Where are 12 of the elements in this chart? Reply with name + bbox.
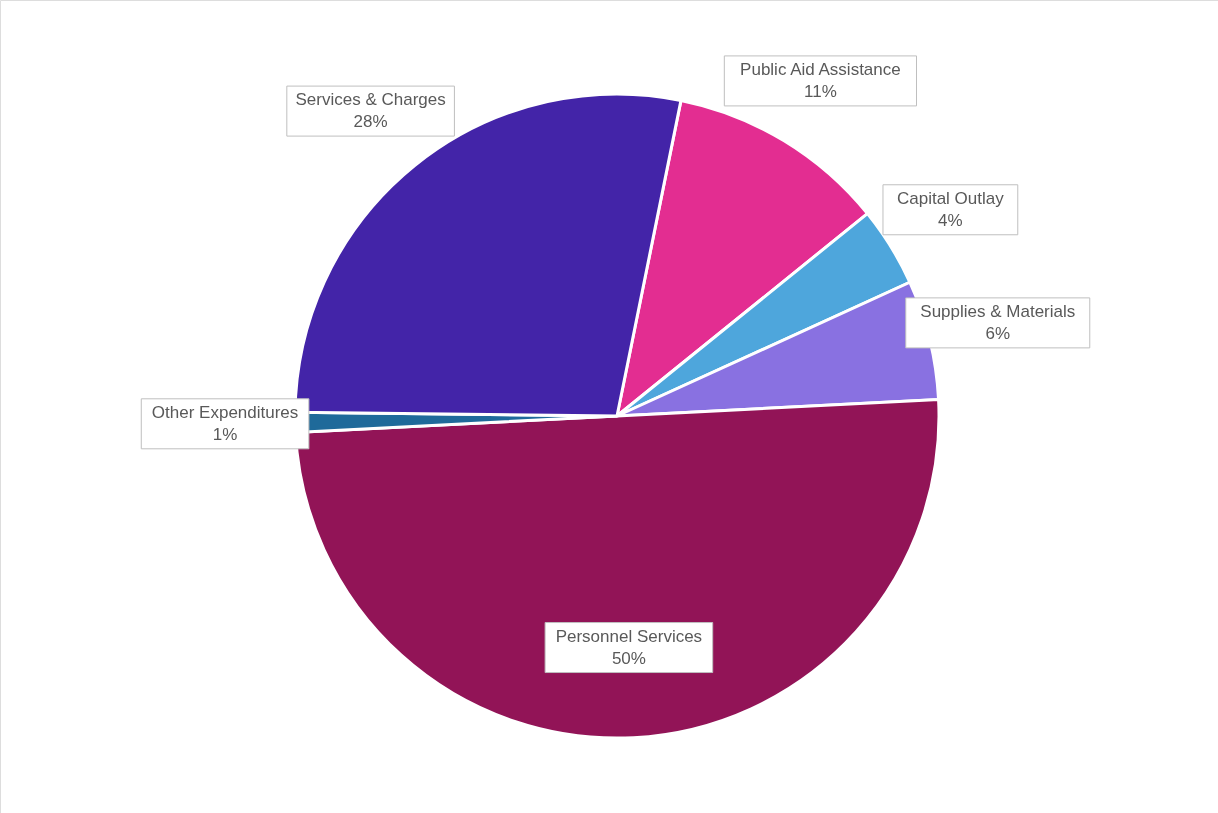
data-label: 11% — [804, 81, 837, 101]
slice-label: Public Aid Assistance — [740, 59, 901, 79]
slice-label: Personnel Services — [555, 626, 703, 646]
data-label: 6% — [985, 323, 1011, 343]
data-label: 1% — [212, 424, 238, 444]
slice-label: Capital Outlay — [896, 188, 1005, 208]
slice-label: Supplies & Materials — [920, 301, 1076, 321]
data-label: 28% — [353, 112, 388, 132]
data-label: 4% — [938, 210, 963, 230]
data-label: 50% — [611, 648, 646, 668]
slice-label: Other Expenditures — [151, 402, 299, 422]
slice-label: Services & Charges — [295, 90, 446, 110]
